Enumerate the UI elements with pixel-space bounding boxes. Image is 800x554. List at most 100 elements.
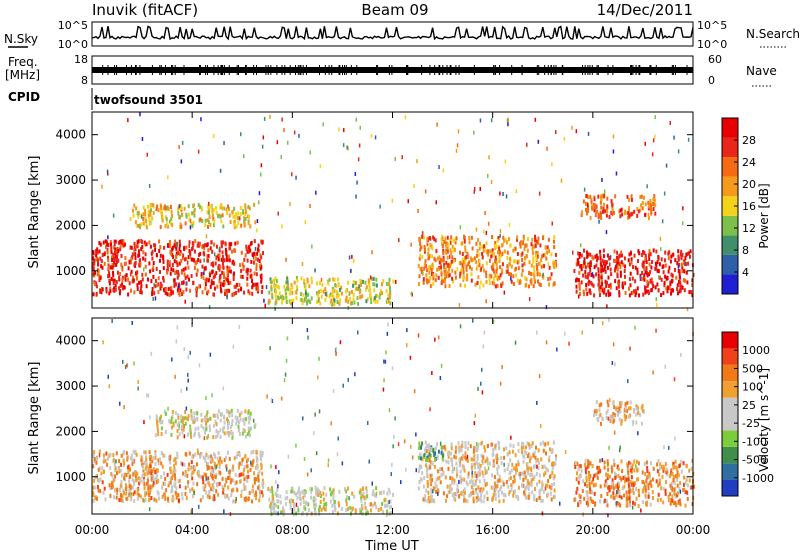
scatter-cell <box>121 499 124 503</box>
scatter-cell <box>289 202 291 207</box>
scatter-cell <box>616 501 619 505</box>
scatter-cell <box>159 416 162 421</box>
scatter-cell <box>276 284 279 289</box>
scatter-cell <box>584 482 587 487</box>
scatter-cell <box>665 480 668 485</box>
scatter-cell <box>100 471 103 476</box>
scatter-cell <box>184 221 187 226</box>
scatter-cell <box>517 462 520 467</box>
scatter-cell <box>656 282 659 287</box>
scatter-cell <box>191 223 194 228</box>
scatter-cell <box>677 291 679 296</box>
freq-band-tick <box>655 65 657 75</box>
scatter-cell <box>222 429 225 434</box>
scatter-cell <box>115 459 117 464</box>
scatter-cell <box>191 241 194 245</box>
scatter-cell <box>184 421 187 426</box>
scatter-cell <box>401 155 403 160</box>
scatter-cell <box>652 207 655 211</box>
scatter-cell <box>117 240 120 245</box>
scatter-cell <box>447 466 450 471</box>
scatter-cell <box>141 137 144 141</box>
scatter-cell <box>131 461 134 466</box>
scatter-cell <box>459 250 461 255</box>
scatter-cell <box>92 292 95 297</box>
scatter-cell <box>647 212 650 217</box>
scatter-cell <box>474 465 476 470</box>
scatter-cell <box>610 272 613 277</box>
scatter-cell <box>634 481 637 486</box>
scatter-cell <box>300 276 303 281</box>
scatter-cell <box>322 505 325 510</box>
scatter-cell <box>173 259 176 264</box>
scatter-cell <box>463 468 466 473</box>
scatter-cell <box>531 472 534 477</box>
scatter-cell <box>178 239 181 244</box>
scatter-cell <box>583 260 586 265</box>
scatter-cell <box>136 287 139 291</box>
scatter-cell <box>605 415 608 420</box>
scatter-cell <box>313 505 316 510</box>
scatter-cell <box>152 265 154 270</box>
scatter-cell <box>149 485 152 490</box>
scatter-cell <box>457 441 460 446</box>
scatter-cell <box>359 278 362 283</box>
scatter-cell <box>680 352 682 357</box>
scatter-cell <box>188 277 190 282</box>
scatter-cell <box>658 472 661 477</box>
scatter-cell <box>206 435 209 440</box>
scatter-cell <box>260 163 263 168</box>
scatter-cell <box>605 230 608 235</box>
scatter-cell <box>440 237 443 242</box>
scatter-cell <box>657 288 660 293</box>
scatter-cell <box>511 462 514 467</box>
scatter-cell <box>237 473 240 478</box>
time-axis: 00:00 04:00 08:00 12:00 16:00 20:00 00:00 <box>75 112 710 537</box>
scatter-cell <box>421 231 424 236</box>
scatter-cell <box>451 276 454 281</box>
scatter-cell <box>292 298 295 303</box>
scatter-cell <box>423 235 425 240</box>
scatter-cell <box>145 219 148 223</box>
scatter-cell <box>138 224 141 229</box>
scatter-cell <box>507 484 510 489</box>
scatter-cell <box>600 421 602 426</box>
scatter-cell <box>666 469 669 474</box>
scatter-cell <box>372 282 375 287</box>
scatter-cell <box>382 387 385 392</box>
scatter-cell <box>487 252 490 257</box>
scatter-cell <box>200 452 203 457</box>
scatter-cell <box>255 286 258 291</box>
scatter-cell <box>428 447 430 452</box>
scatter-cell <box>662 486 665 491</box>
scatter-cell <box>154 433 157 438</box>
scatter-cell <box>361 294 364 299</box>
scatter-cell <box>627 483 630 488</box>
scatter-cell <box>251 291 254 296</box>
scatter-cell <box>295 175 297 180</box>
scatter-cell <box>614 279 617 284</box>
scatter-cell <box>224 483 226 488</box>
scatter-cell <box>105 286 108 291</box>
scatter-cell <box>616 264 619 269</box>
scatter-cell <box>607 473 610 478</box>
scatter-cell <box>251 489 254 494</box>
scatter-cell <box>644 257 647 262</box>
scatter-cell <box>170 489 173 494</box>
scatter-cell <box>142 205 145 210</box>
scatter-cell <box>247 474 250 479</box>
scatter-cell <box>236 240 239 245</box>
scatter-cell <box>115 451 118 456</box>
range-tick-label: 4000 <box>55 128 86 142</box>
scatter-cell <box>537 495 540 500</box>
scatter-cell <box>648 253 651 258</box>
scatter-cell <box>615 264 617 269</box>
scatter-cell <box>440 265 443 270</box>
scatter-cell <box>180 425 183 429</box>
scatter-cell <box>261 478 264 483</box>
scatter-cell <box>310 468 312 473</box>
scatter-cell <box>530 479 533 484</box>
scatter-cell <box>175 260 178 265</box>
scatter-cell <box>680 249 683 254</box>
scatter-cell <box>520 240 523 245</box>
